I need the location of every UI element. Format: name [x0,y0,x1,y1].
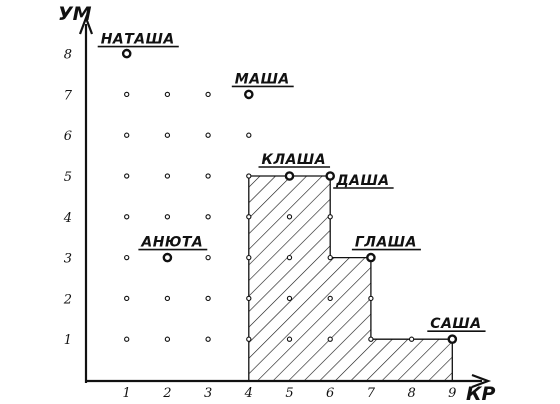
hatched-outline [248,175,453,380]
grid-point [368,336,374,342]
x-tick-label: 8 [407,386,415,401]
grid-point [246,336,252,342]
grid-point [124,336,130,342]
y-tick-label: 6 [64,129,72,144]
grid-point [124,254,130,261]
grid-point [124,295,130,302]
y-tick-label: 8 [64,48,72,63]
grid-point [124,132,130,138]
grid-point [408,336,415,342]
grid-point [124,91,130,98]
grid-point [286,336,293,342]
grid-point [205,254,211,261]
y-tick-label: 3 [64,252,72,267]
y-axis-arrow [78,14,94,35]
x-tick-label: 9 [448,386,456,401]
grid-point [246,214,252,220]
x-axis-arrow [471,373,492,389]
hatched-area [248,176,453,380]
labeled-point-marker [325,171,336,181]
grid-point [124,214,130,220]
grid-point [286,254,293,261]
grid-point [246,295,252,302]
point-name-label: НАТАША [101,32,175,48]
hatched-region [248,175,453,380]
grid-points [124,91,415,342]
labeled-point-marker [121,48,132,59]
x-tick-label: 6 [326,386,334,401]
point-name-label: КЛАША [262,152,327,168]
labeled-point-marker [243,89,254,100]
x-tick-label: 3 [204,386,212,401]
grid-point [327,295,333,302]
axes: УМ КР [58,3,496,404]
point-name-label: САША [430,316,481,332]
y-tick-label: 2 [63,292,72,307]
grid-point [327,254,333,261]
grid-point [327,214,333,220]
labeled-point-marker [447,334,458,345]
tick-labels: 1 2 3 4 5 6 7 8 9 1 2 3 4 5 6 7 8 [63,48,457,401]
y-axis-label: УМ [58,3,92,25]
labeled-points: НАТАША МАША КЛАША ДАША АНЮТА ГЛАША САША [97,32,486,345]
grid-point [164,173,171,179]
point-name-label: ДАША [335,173,389,189]
grid-point [205,91,211,98]
y-tick-label: 4 [63,211,72,226]
x-tick-label: 4 [244,386,253,401]
grid-point [368,295,374,302]
point-name-label: ГЛАША [355,235,417,251]
labeled-point-marker [284,171,295,181]
grid-point [124,173,130,179]
y-tick-label: 1 [64,333,72,348]
grid-point [246,173,252,179]
y-tick-label: 7 [64,88,73,103]
grid-point [246,254,252,261]
grid-point [205,132,211,138]
grid-point [205,295,211,302]
x-tick-label: 7 [367,386,376,401]
grid-point [286,214,293,220]
grid-point [246,132,252,138]
x-axis-label: КР [466,383,496,404]
point-name-label: АНЮТА [140,235,203,251]
grid-point [205,173,211,179]
grid-point [205,336,211,342]
x-tick-label: 2 [162,386,171,401]
grid-point [286,295,293,302]
grid-point [164,132,171,138]
x-tick-label: 5 [285,386,293,401]
y-tick-label: 5 [64,170,72,185]
grid-point [164,91,171,98]
grid-point [164,295,171,302]
grid-point [205,214,211,220]
grid-point [164,336,171,342]
labeled-point-marker [366,252,376,263]
labeled-point-marker [162,252,173,263]
point-name-label: МАША [235,71,290,87]
grid-point [164,214,171,220]
x-tick-label: 1 [123,386,131,401]
grid-point [327,336,333,342]
